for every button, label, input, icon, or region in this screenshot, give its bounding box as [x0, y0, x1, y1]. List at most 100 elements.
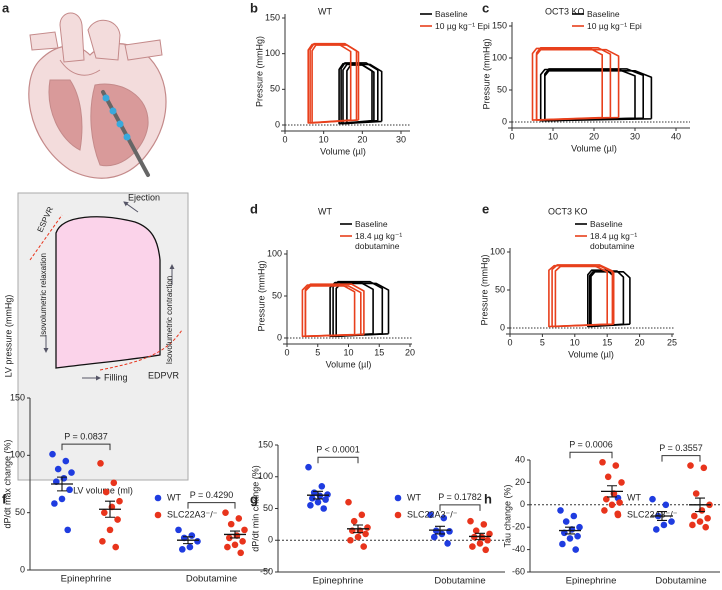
panel-letter: h — [484, 491, 492, 506]
legend-label-box: 10 µg kg⁻¹ Epi — [587, 21, 642, 31]
data-point — [696, 518, 704, 525]
legend-label: 18.4 µg kg⁻¹ dobutamine — [590, 231, 638, 251]
data-point — [660, 521, 668, 529]
data-point — [446, 528, 453, 535]
p-value: P = 0.4290 — [190, 490, 234, 500]
y-tick-label: 20 — [515, 477, 525, 487]
pv-loop — [342, 63, 383, 125]
sem-bar — [435, 525, 445, 535]
significance-bracket — [317, 456, 359, 464]
legend-label: WT — [407, 492, 421, 502]
label: Isovolumetric contraction — [165, 276, 174, 364]
pv-schematic: Ejection ESPVR Isovolumetric relaxation … — [3, 192, 189, 495]
pv-loop — [335, 282, 390, 338]
y-tick-label: 0 — [277, 332, 282, 342]
x-tick-label: 10 — [570, 337, 580, 347]
edpvr-line — [99, 329, 183, 371]
data-point — [110, 479, 118, 487]
y-tick-label: 150 — [265, 12, 280, 22]
significance-bracket — [187, 502, 236, 509]
data-point — [604, 473, 612, 481]
data-point — [49, 450, 56, 458]
data-point — [557, 507, 564, 514]
panel-letter: c — [482, 0, 489, 15]
data-point — [576, 523, 583, 531]
x-tick-label: 20 — [405, 347, 415, 357]
heart-illustration — [28, 12, 167, 179]
panel-letter: e — [482, 201, 489, 216]
data-point — [467, 517, 474, 525]
data-point — [601, 507, 608, 514]
y-tick-label: 150 — [492, 20, 507, 30]
data-point — [444, 540, 451, 547]
data-point — [574, 532, 581, 540]
data-point — [320, 505, 328, 512]
y-axis-label: Tau change (%) — [502, 484, 512, 547]
y-tick-label: 100 — [258, 471, 273, 481]
legend-swatch — [394, 511, 402, 519]
y-axis-label: Pressure (mmHg) — [254, 36, 264, 107]
y-tick-label: 50 — [263, 503, 273, 513]
data-point — [603, 495, 610, 503]
pv-loop — [544, 70, 653, 122]
data-point — [476, 540, 484, 547]
data-point — [653, 526, 660, 533]
x-tick-label: 30 — [630, 131, 640, 141]
y-tick-label: 150 — [10, 392, 25, 402]
pv-loop — [544, 68, 644, 122]
data-point — [116, 497, 123, 505]
data-point — [427, 511, 434, 519]
legend-swatch — [154, 511, 162, 519]
data-point — [222, 509, 229, 516]
data-point — [472, 527, 480, 535]
legend-label: 10 µg kg⁻¹ Epi — [435, 21, 490, 31]
significance-bracket — [661, 455, 701, 462]
data-point — [51, 500, 58, 507]
x-tick-label: 25 — [667, 337, 677, 347]
y-tick-label: 0 — [520, 499, 525, 509]
sem-bar — [183, 536, 193, 545]
y-tick-label: 0 — [502, 116, 507, 126]
y-tick-label: 100 — [267, 248, 282, 258]
data-point — [668, 518, 675, 525]
data-point — [112, 543, 119, 551]
y-tick-label: 50 — [15, 507, 25, 517]
sem-bar — [353, 524, 363, 534]
data-point — [97, 460, 104, 467]
data-point — [114, 516, 121, 523]
legend-label-box: Baseline — [587, 9, 620, 19]
y-tick-label: -50 — [260, 566, 273, 576]
p-value: P = 0.3557 — [659, 443, 703, 453]
chart-title: OCT3 KO — [548, 206, 588, 216]
legend-label-box: 10 µg kg⁻¹ Epi — [435, 21, 490, 31]
pv-loop — [340, 62, 379, 125]
significance-bracket — [439, 504, 481, 511]
x-tick-label: 10 — [548, 131, 558, 141]
data-point — [66, 486, 73, 494]
data-point — [570, 512, 578, 520]
data-point — [318, 482, 326, 490]
data-point — [305, 463, 312, 471]
legend-swatch — [154, 494, 162, 502]
data-point — [354, 533, 362, 541]
sem-bar — [230, 530, 240, 539]
data-point — [347, 536, 354, 544]
data-point — [612, 462, 620, 469]
data-point — [227, 520, 235, 528]
pv-loop — [311, 44, 360, 124]
legend-label-box: Baseline — [355, 219, 388, 229]
y-tick-label: -20 — [512, 522, 525, 532]
label: Isovolumetric relaxation — [39, 253, 48, 337]
y-tick-label: -60 — [512, 566, 525, 576]
data-point — [350, 517, 358, 525]
data-point — [186, 543, 194, 551]
legend-label-box: Baseline — [590, 219, 623, 229]
arrow — [123, 201, 139, 213]
data-point — [101, 509, 108, 516]
data-point — [62, 457, 70, 465]
data-point — [616, 499, 623, 506]
legend-label: 10 µg kg⁻¹ Epi — [587, 21, 642, 31]
x-tick-label: Epinephrine — [61, 574, 112, 585]
data-point — [484, 536, 491, 544]
